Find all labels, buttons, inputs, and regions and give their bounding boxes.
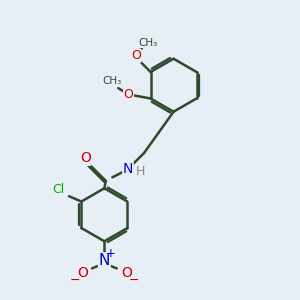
Text: O: O <box>124 88 134 100</box>
Text: H: H <box>136 165 145 178</box>
Text: −: − <box>70 274 80 286</box>
Text: −: − <box>129 274 139 286</box>
Text: O: O <box>131 49 141 62</box>
Text: N: N <box>99 253 110 268</box>
Text: CH₃: CH₃ <box>103 76 122 86</box>
Text: O: O <box>121 266 132 280</box>
Text: N: N <box>123 162 133 176</box>
Text: O: O <box>77 266 88 280</box>
Text: +: + <box>106 248 116 260</box>
Text: CH₃: CH₃ <box>138 38 157 47</box>
Text: Cl: Cl <box>52 183 64 196</box>
Text: O: O <box>80 151 91 165</box>
